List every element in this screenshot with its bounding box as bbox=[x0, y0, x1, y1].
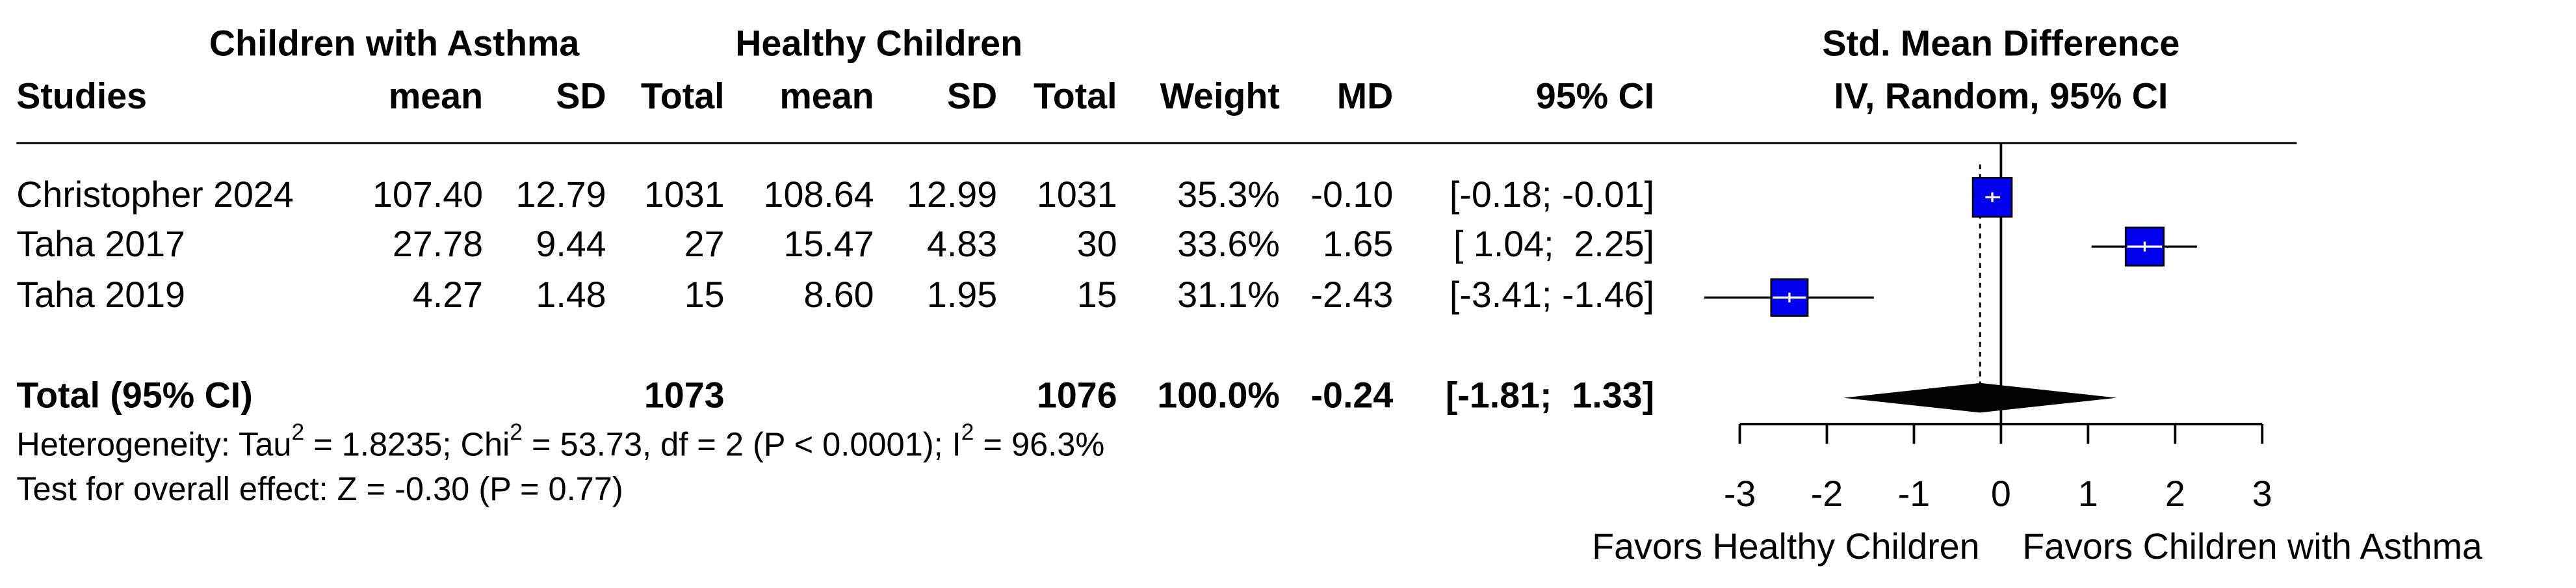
column-header: Weight bbox=[1160, 75, 1280, 116]
column-header: Studies bbox=[16, 75, 147, 116]
table-cell: 1.48 bbox=[536, 274, 606, 315]
study-name: Taha 2019 bbox=[16, 274, 185, 315]
table-cell: 35.3% bbox=[1177, 174, 1280, 215]
total-cell: 100.0% bbox=[1157, 375, 1280, 415]
table-cell: 1.95 bbox=[927, 274, 997, 315]
column-header: MD bbox=[1337, 75, 1393, 116]
table-cell: 9.44 bbox=[536, 224, 606, 264]
x-tick-label: 1 bbox=[2078, 474, 2098, 514]
study-name: Taha 2017 bbox=[16, 224, 185, 264]
x-label-right: Favors Children with Asthma bbox=[2022, 526, 2482, 567]
table-cell: [ 1.04; 2.25] bbox=[1453, 224, 1654, 264]
pooled-diamond bbox=[1843, 382, 2117, 413]
x-tick-label: -1 bbox=[1898, 474, 1930, 514]
superscript: 2 bbox=[510, 420, 523, 446]
table-cell: 1.65 bbox=[1323, 224, 1393, 264]
total-cell: 1073 bbox=[644, 375, 725, 415]
x-label-left: Favors Healthy Children bbox=[1592, 526, 1979, 567]
table-cell: 15.47 bbox=[783, 224, 874, 264]
superscript: 2 bbox=[292, 420, 305, 446]
plot-header: IV, Random, 95% CI bbox=[1834, 75, 2168, 116]
table-cell: [-0.18; -0.01] bbox=[1450, 174, 1654, 215]
column-header: mean bbox=[389, 75, 483, 116]
table-cell: 27.78 bbox=[393, 224, 483, 264]
study-name: Christopher 2024 bbox=[16, 174, 293, 215]
x-tick-label: -2 bbox=[1811, 474, 1843, 514]
x-tick-label: 3 bbox=[2252, 474, 2272, 514]
table-cell: 15 bbox=[1077, 274, 1117, 315]
column-header: SD bbox=[556, 75, 606, 116]
superscript: 2 bbox=[961, 420, 974, 446]
total-cell: 1076 bbox=[1037, 375, 1117, 415]
plot-header: Std. Mean Difference bbox=[1822, 23, 2179, 63]
table-cell: 12.79 bbox=[515, 174, 606, 215]
heterogeneity-part: = 53.73, df = 2 (P < 0.0001); I bbox=[523, 426, 961, 463]
heterogeneity-part: Heterogeneity: Tau bbox=[16, 426, 291, 463]
column-header: Total bbox=[641, 75, 725, 116]
table-cell: 33.6% bbox=[1177, 224, 1280, 264]
table-cell: -2.43 bbox=[1311, 274, 1394, 315]
total-label: Total (95% CI) bbox=[16, 375, 252, 415]
table-cell: [-3.41; -1.46] bbox=[1450, 274, 1654, 315]
table-cell: 107.40 bbox=[372, 174, 483, 215]
table-cell: -0.10 bbox=[1311, 174, 1394, 215]
table-cell: 1031 bbox=[644, 174, 725, 215]
table-cell: 1031 bbox=[1037, 174, 1117, 215]
overall-effect: Test for overall effect: Z = -0.30 (P = … bbox=[16, 470, 623, 507]
group-header: Healthy Children bbox=[735, 23, 1022, 63]
x-tick-label: 0 bbox=[1991, 474, 2011, 514]
table-cell: 108.64 bbox=[764, 174, 874, 215]
column-header: SD bbox=[947, 75, 997, 116]
table-cell: 15 bbox=[684, 274, 725, 315]
table-cell: 4.27 bbox=[413, 274, 483, 315]
group-header: Children with Asthma bbox=[209, 23, 580, 63]
table-cell: 30 bbox=[1077, 224, 1117, 264]
heterogeneity-part: = 1.8235; Chi bbox=[304, 426, 510, 463]
table-cell: 27 bbox=[684, 224, 725, 264]
x-tick-label: 2 bbox=[2165, 474, 2185, 514]
total-cell: [-1.81; 1.33] bbox=[1446, 375, 1654, 415]
x-tick-label: -3 bbox=[1724, 474, 1756, 514]
table-cell: 4.83 bbox=[927, 224, 997, 264]
table-cell: 12.99 bbox=[907, 174, 997, 215]
column-header: mean bbox=[779, 75, 874, 116]
heterogeneity-part: = 96.3% bbox=[974, 426, 1104, 463]
table-cell: 8.60 bbox=[803, 274, 874, 315]
column-header: Total bbox=[1034, 75, 1117, 116]
heterogeneity: Heterogeneity: Tau2 = 1.8235; Chi2 = 53.… bbox=[16, 420, 1104, 463]
column-header: 95% CI bbox=[1536, 75, 1654, 116]
total-cell: -0.24 bbox=[1311, 375, 1394, 415]
table-cell: 31.1% bbox=[1177, 274, 1280, 315]
